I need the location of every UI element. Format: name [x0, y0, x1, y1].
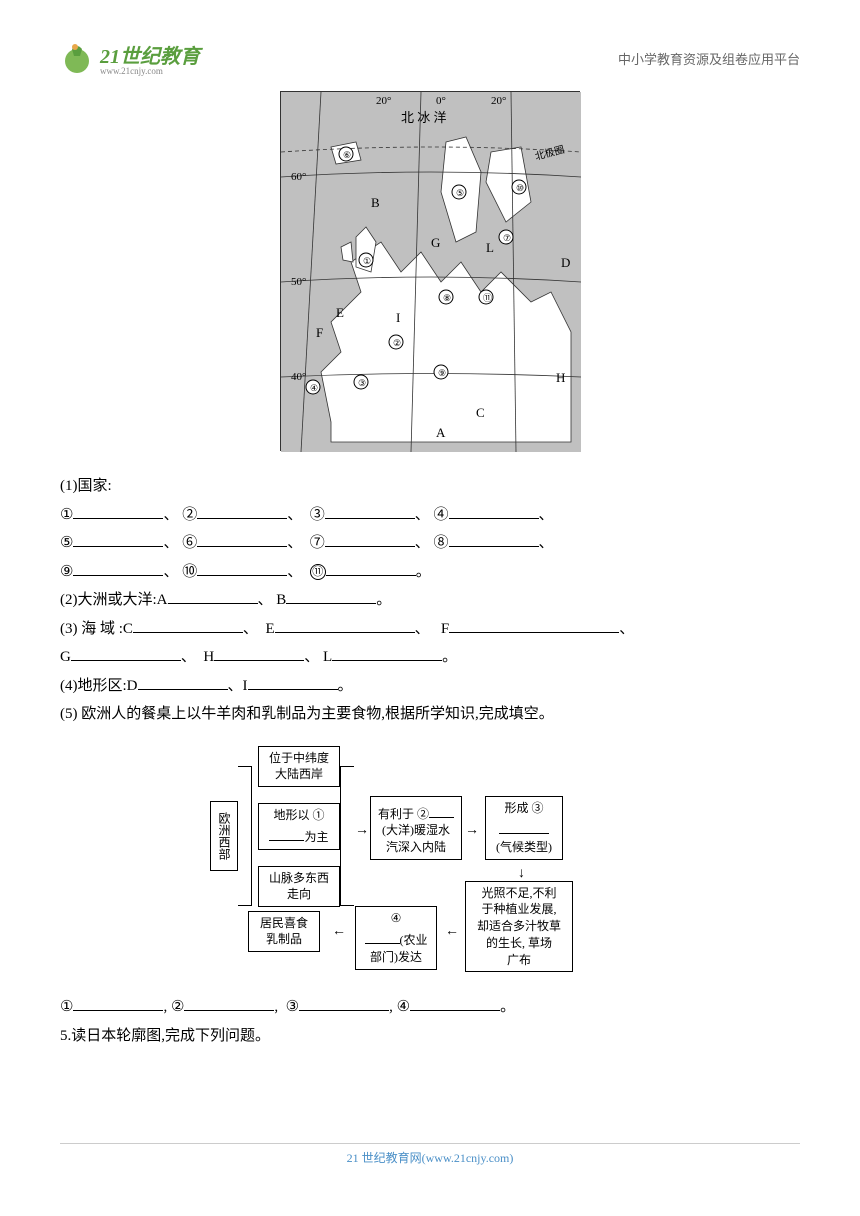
q1: (1)国家: ①、 ②、 ③、 ④、 ⑤、 ⑥、 ⑦、 ⑧、 ⑨、 ⑩、 ⑪。 [60, 472, 800, 586]
svg-text:E: E [336, 305, 344, 320]
arrow-icon: ← [332, 919, 346, 946]
europe-map: 20° 0° 20° 60° 50° 40° 北 冰 洋 北极圈 A B C D… [280, 91, 580, 451]
svg-text:H: H [556, 370, 565, 385]
fbox-top: 位于中纬度 大陆西岸 [258, 746, 340, 788]
svg-text:40°: 40° [291, 371, 306, 383]
fbox-europe: 欧洲西部 [210, 801, 238, 871]
footer: 21 世纪教育网(www.21cnjy.com) [60, 1143, 800, 1166]
q1-line1: ①、 ②、 ③、 ④、 [60, 507, 554, 523]
svg-text:50°: 50° [291, 276, 306, 288]
q6: 5.读日本轮廓图,完成下列问题。 [60, 1022, 800, 1051]
q5-answers: ①, ②, ③, ④。 [60, 993, 800, 1022]
svg-text:北 冰 洋: 北 冰 洋 [401, 110, 447, 125]
svg-text:L: L [486, 240, 494, 255]
arrow-icon: ← [445, 919, 459, 946]
header-right-text: 中小学教育资源及组卷应用平台 [618, 49, 800, 68]
flowchart: 欧洲西部 位于中纬度 大陆西岸 地形以 ① 为主 山脉多东西 走向 → 有利于 … [210, 741, 650, 971]
svg-text:⑧: ⑧ [443, 293, 451, 303]
svg-text:⑨: ⑨ [438, 368, 446, 378]
logo: 21世纪教育 www.21cnjy.com [60, 40, 200, 76]
arrow-icon: → [465, 818, 479, 845]
logo-text: 21世纪教育 [100, 40, 200, 69]
q5: (5) 欧洲人的餐桌上以牛羊肉和乳制品为主要食物,根据所学知识,完成填空。 [60, 700, 800, 729]
svg-text:④: ④ [310, 383, 318, 393]
q3: (3) 海 域 :C、 E、 F、 G、 H、 L。 [60, 615, 800, 672]
q2: (2)大洲或大洋:A、 B。 [60, 586, 800, 615]
fbox-light: 光照不足,不利 于种植业发展, 却适合多汁牧草 的生长, 草场 广布 [465, 881, 573, 973]
map-container: 20° 0° 20° 60° 50° 40° 北 冰 洋 北极圈 A B C D… [60, 91, 800, 457]
flowchart-container: 欧洲西部 位于中纬度 大陆西岸 地形以 ① 为主 山脉多东西 走向 → 有利于 … [60, 741, 800, 982]
header: 21世纪教育 www.21cnjy.com 中小学教育资源及组卷应用平台 [60, 40, 800, 76]
fbox-mid: 地形以 ① 为主 [258, 803, 340, 851]
bracket2 [340, 766, 354, 906]
fbox-wind: 有利于 ② (大洋)暖湿水 汽深入内陆 [370, 796, 462, 860]
svg-text:B: B [371, 195, 380, 210]
svg-text:F: F [316, 325, 323, 340]
logo-icon [60, 41, 95, 76]
q1-line3: ⑨、 ⑩、 ⑪。 [60, 564, 431, 580]
fbox-bot: 山脉多东西 走向 [258, 866, 340, 908]
svg-text:I: I [396, 310, 400, 325]
svg-text:①: ① [363, 256, 371, 266]
bracket [238, 766, 252, 906]
svg-text:⑦: ⑦ [503, 233, 511, 243]
svg-text:20°: 20° [491, 95, 506, 107]
svg-text:D: D [561, 255, 570, 270]
svg-text:⑪: ⑪ [483, 293, 492, 303]
fbox-dairy: 居民喜食 乳制品 [248, 911, 320, 953]
q4: (4)地形区:D、I。 [60, 672, 800, 701]
svg-text:②: ② [393, 338, 401, 348]
arrow-icon: → [355, 818, 369, 845]
svg-text:60°: 60° [291, 171, 306, 183]
q1-label: (1)国家: [60, 478, 112, 494]
svg-text:⑥: ⑥ [343, 150, 351, 160]
q1-line2: ⑤、 ⑥、 ⑦、 ⑧、 [60, 535, 554, 551]
content-body: (1)国家: ①、 ②、 ③、 ④、 ⑤、 ⑥、 ⑦、 ⑧、 ⑨、 ⑩、 ⑪。 … [60, 472, 800, 1050]
svg-text:⑤: ⑤ [456, 188, 464, 198]
svg-text:20°: 20° [376, 95, 391, 107]
svg-text:G: G [431, 235, 440, 250]
fbox-agri: ④ (农业 部门)发达 [355, 906, 437, 970]
svg-text:⑩: ⑩ [516, 183, 524, 193]
svg-text:③: ③ [358, 378, 366, 388]
svg-text:A: A [436, 425, 446, 440]
svg-text:C: C [476, 405, 485, 420]
fbox-climate: 形成 ③ (气候类型) [485, 796, 563, 860]
logo-text-group: 21世纪教育 www.21cnjy.com [100, 40, 200, 76]
svg-text:0°: 0° [436, 95, 446, 107]
